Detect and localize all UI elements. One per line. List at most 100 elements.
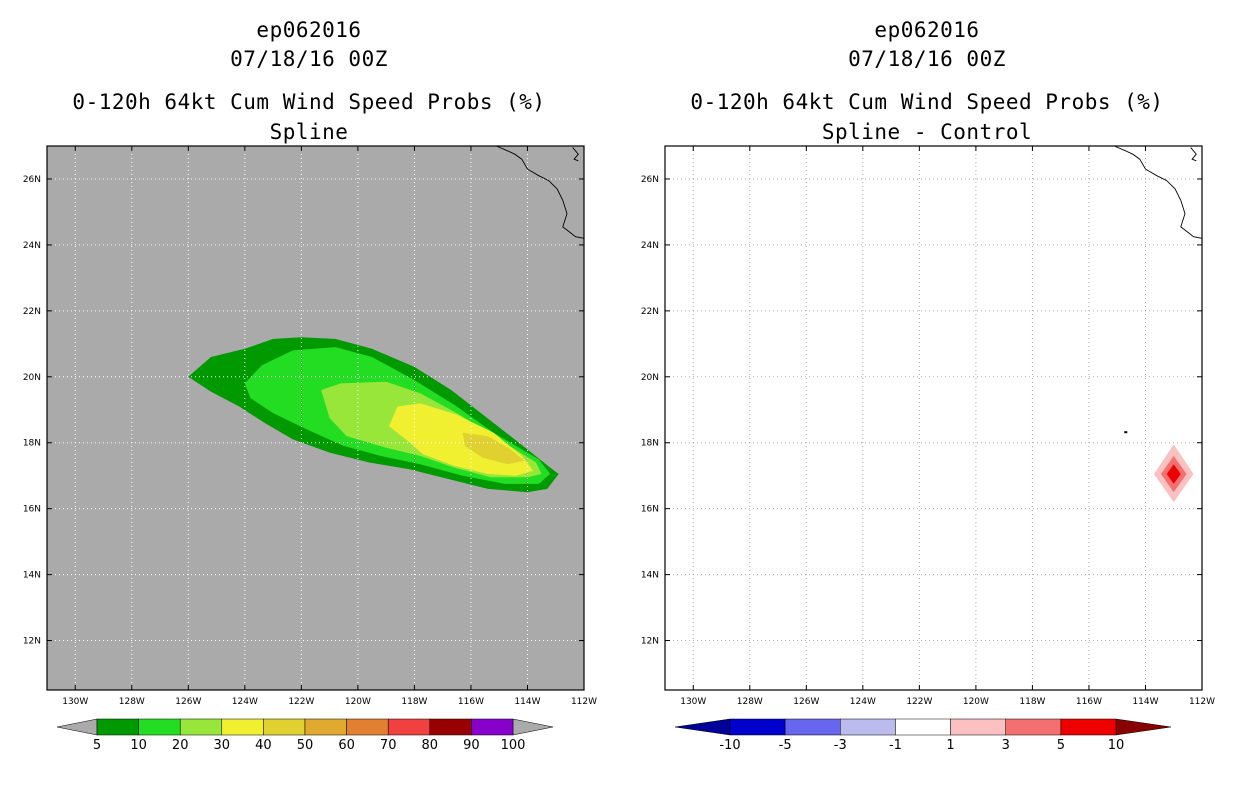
left-storm-id: ep062016: [256, 18, 362, 42]
colorbar-extend-low: [674, 718, 731, 736]
right-map-plot: 130W 128W 126W 124W 122W 120W 118W 116W 114W 112W…: [641, 145, 1215, 753]
colorbar-label: 10: [1108, 738, 1125, 753]
x-tick-label: 122W: [906, 697, 932, 707]
y-tick-label: 20N: [641, 373, 659, 383]
y-tick-label: 22N: [23, 307, 41, 317]
y-tick-label: 22N: [641, 307, 659, 317]
left-panel: ep062016 07/18/16 00Z 0-120h 64kt Cum Wi…: [23, 18, 597, 753]
x-tick-label: 124W: [232, 697, 258, 707]
colorbar-label: 5: [1057, 738, 1065, 753]
x-tick-label: 112W: [571, 697, 597, 707]
plot-background: [665, 146, 1202, 690]
right-storm-id: ep062016: [874, 18, 980, 42]
x-tick-label: 120W: [345, 697, 371, 707]
x-tick-label: 118W: [401, 697, 427, 707]
x-tick-label: 122W: [288, 697, 314, 707]
colorbar: 5 10 20 30 40 50 60 70 80 90 100: [56, 718, 554, 753]
contour-level-5: [1166, 464, 1181, 484]
x-tick-label: 124W: [850, 697, 876, 707]
x-tick-label: 126W: [175, 697, 201, 707]
colorbar-label: 50: [297, 738, 314, 753]
colorbar-label: 70: [380, 738, 397, 753]
right-chart-title: 0-120h 64kt Cum Wind Speed Probs (%): [690, 90, 1164, 114]
contour-level-40: [462, 432, 525, 465]
colorbar-label: 90: [463, 738, 480, 753]
y-tick-label: 20N: [23, 373, 41, 383]
plot-frame: [46, 145, 585, 691]
colorbar-box: [263, 718, 306, 736]
colorbar-box: [784, 718, 841, 736]
colorbar-box: [304, 718, 347, 736]
colorbar-extend-high: [1115, 718, 1172, 736]
colorbar-box: [96, 718, 139, 736]
colorbar-label: -1: [889, 738, 902, 753]
y-tick-label: 18N: [641, 439, 659, 449]
x-tick-label: 128W: [119, 697, 145, 707]
colorbar-box: [1005, 718, 1062, 736]
colorbar-label: 100: [501, 738, 526, 753]
y-tick-label: 24N: [641, 241, 659, 251]
colorbar-label: 10: [130, 738, 147, 753]
colorbar-label: 1: [946, 738, 954, 753]
colorbar-label: 5: [93, 738, 101, 753]
y-tick-label: 24N: [23, 241, 41, 251]
colorbar-label: -3: [834, 738, 847, 753]
colorbar-box: [387, 718, 431, 736]
x-tick-label: 128W: [737, 697, 763, 707]
colorbar-box: [729, 718, 786, 736]
colorbar-box: [138, 718, 181, 736]
colorbar-box: [1060, 718, 1117, 736]
y-tick-label: 16N: [23, 505, 41, 515]
colorbar-label: 80: [422, 738, 439, 753]
colorbar-extend-low: [56, 718, 98, 736]
x-tick-label: 118W: [1019, 697, 1045, 707]
colorbar-box: [840, 718, 896, 736]
x-tick-label: 114W: [514, 697, 540, 707]
coastline-gulf: [572, 147, 579, 162]
left-datetime: 07/18/16 00Z: [230, 47, 388, 71]
y-tick-label: 14N: [23, 571, 41, 581]
x-tick-label: 130W: [680, 697, 706, 707]
colorbar-box: [179, 718, 223, 736]
x-tick-label: 120W: [963, 697, 989, 707]
right-datetime: 07/18/16 00Z: [848, 47, 1006, 71]
coastline: [1114, 145, 1203, 239]
colorbar-label: 40: [255, 738, 272, 753]
colorbar-label: 3: [1002, 738, 1010, 753]
colorbar-box: [895, 718, 951, 736]
plot-frame: [664, 145, 1203, 691]
y-tick-label: 26N: [641, 175, 659, 185]
coastline: [496, 145, 585, 239]
coastline-gulf: [1190, 147, 1197, 162]
left-chart-title: 0-120h 64kt Cum Wind Speed Probs (%): [72, 90, 546, 114]
y-tick-label: 26N: [23, 175, 41, 185]
x-tick-label: 116W: [1076, 697, 1102, 707]
x-tick-label: 116W: [458, 697, 484, 707]
colorbar-label: 30: [214, 738, 231, 753]
y-tick-label: 18N: [23, 439, 41, 449]
y-tick-label: 16N: [641, 505, 659, 515]
right-panel: ep062016 07/18/16 00Z 0-120h 64kt Cum Wi…: [618, 0, 1236, 800]
left-map-plot: 130W 128W 126W 124W 122W 120W 118W 116W 114W 112W…: [23, 145, 597, 753]
x-tick-label: 130W: [62, 697, 88, 707]
left-chart-subtitle: Spline: [269, 120, 349, 144]
colorbar-box: [950, 718, 1006, 736]
colorbar-label: -10: [719, 738, 740, 753]
right-chart-subtitle: Spline - Control: [821, 120, 1033, 144]
y-tick-label: 12N: [641, 637, 659, 647]
colorbar-label: -5: [779, 738, 792, 753]
colorbar-box: [429, 718, 472, 736]
x-tick-label: 126W: [793, 697, 819, 707]
y-tick-label: 14N: [641, 571, 659, 581]
contour-speck: [1124, 431, 1128, 434]
colorbar-box: [221, 718, 264, 736]
x-tick-label: 112W: [1189, 697, 1215, 707]
y-tick-label: 12N: [23, 637, 41, 647]
colorbar-box: [471, 718, 514, 736]
colorbar-label: 60: [338, 738, 355, 753]
colorbar: -10 -5 -3 -1 1 3 5 10: [674, 718, 1172, 753]
colorbar-extend-high: [512, 718, 554, 736]
colorbar-box: [346, 718, 389, 736]
colorbar-label: 20: [172, 738, 189, 753]
x-tick-label: 114W: [1132, 697, 1158, 707]
